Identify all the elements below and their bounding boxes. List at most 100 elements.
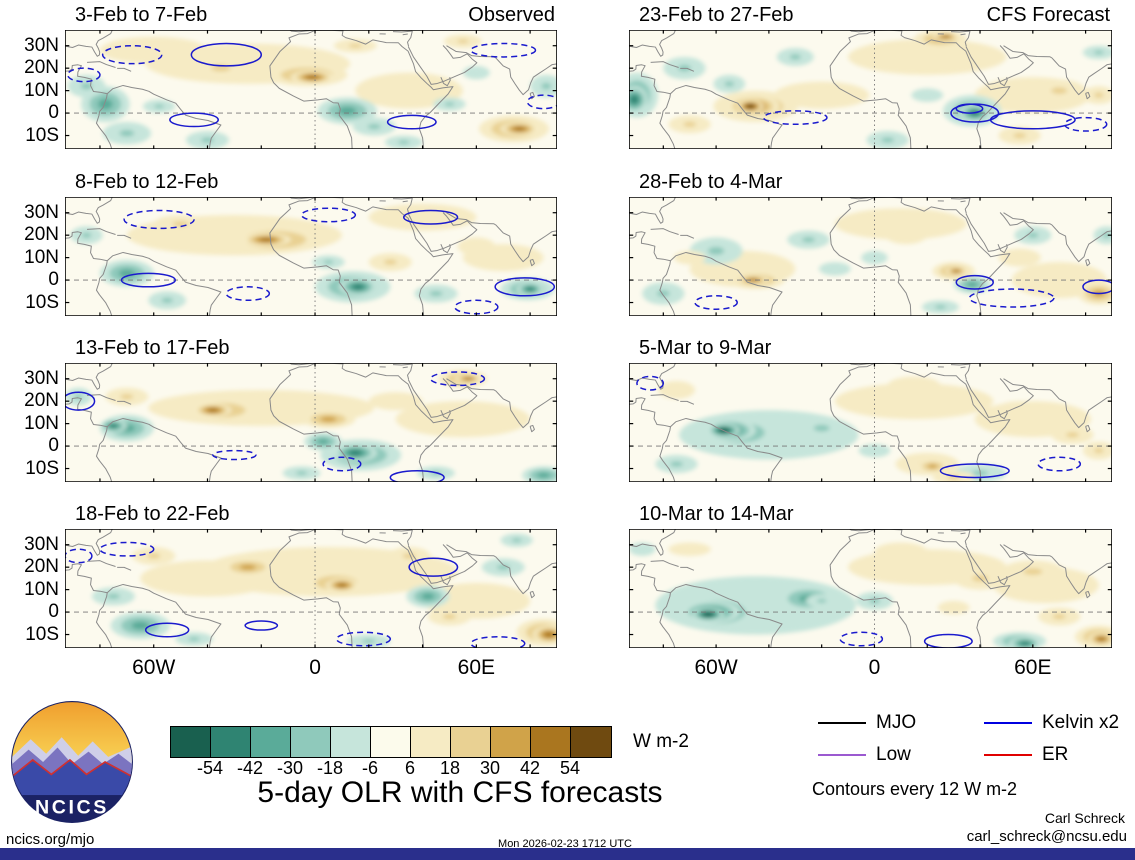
panel-tag: Observed	[468, 4, 555, 26]
legend-line-low	[818, 754, 866, 756]
map-svg-8	[629, 529, 1112, 648]
panel-title-5: 23-Feb to 27-Feb CFS Forecast	[629, 3, 1112, 27]
x-tick-label: 0	[309, 656, 321, 679]
panel-title-3: 13-Feb to 17-Feb	[65, 336, 557, 360]
y-tick-label: 0	[48, 269, 59, 291]
panel-title-6: 28-Feb to 4-Mar	[629, 170, 1112, 194]
y-tick-label: 0	[48, 435, 59, 457]
panel-date-range: 3-Feb to 7-Feb	[75, 4, 208, 26]
legend-label: Kelvin x2	[1042, 712, 1120, 733]
panel-title-2: 8-Feb to 12-Feb	[65, 170, 557, 194]
legend-line-er	[984, 754, 1032, 756]
colorbar-tick-label: 30	[479, 758, 501, 778]
colorbar-tick-label: 54	[559, 758, 581, 778]
colorbar-cell	[291, 727, 331, 757]
colorbar-tick-label: -18	[316, 758, 343, 778]
colorbar-cell	[451, 727, 491, 757]
y-tick-label: 10S	[25, 124, 59, 146]
map-panel-3	[65, 363, 557, 482]
colorbar-cell	[571, 727, 611, 757]
y-tick-label: 20N	[24, 390, 59, 412]
x-tick-label: 60E	[457, 656, 496, 679]
map-panel-5	[629, 30, 1112, 149]
colorbar-tick-label: 18	[439, 758, 461, 778]
map-panel-2	[65, 197, 557, 316]
y-tick-label: 10S	[25, 623, 59, 645]
legend-label: MJO	[876, 712, 917, 733]
map-svg-1	[65, 30, 557, 149]
ncics-logo-text: NCICS	[35, 797, 109, 819]
y-tick-label: 10S	[25, 457, 59, 479]
colorbar-tick-label: 6	[404, 758, 415, 778]
x-tick-label: 60W	[694, 656, 738, 679]
colorbar-cell	[331, 727, 371, 757]
colorbar-tick-label: -30	[276, 758, 303, 778]
legend-label: Low	[876, 744, 911, 765]
footer-timestamp: Mon 2026-02-23 1712 UTC	[498, 838, 632, 850]
y-tick-label: 20N	[24, 57, 59, 79]
figure-title: 5-day OLR with CFS forecasts	[257, 776, 663, 809]
map-panel-8	[629, 529, 1112, 648]
colorbar-unit-label: W m-2	[633, 731, 689, 752]
x-tick-label: 60E	[1014, 656, 1052, 679]
legend-label: ER	[1042, 744, 1069, 765]
y-tick-label: 30N	[24, 201, 59, 223]
credit-name: Carl Schreck	[1044, 810, 1125, 826]
colorbar-cell	[491, 727, 531, 757]
panel-date-range: 18-Feb to 22-Feb	[75, 503, 230, 525]
panel-date-range: 10-Mar to 14-Mar	[639, 503, 794, 525]
colorbar-cell	[371, 727, 411, 757]
map-svg-3	[65, 363, 557, 482]
x-tick-label: 60W	[132, 656, 176, 679]
panel-tag: CFS Forecast	[986, 4, 1110, 26]
colorbar-cell	[171, 727, 211, 757]
ncics-logo-icon: NCICS	[11, 701, 133, 823]
y-tick-label: 10N	[24, 79, 59, 101]
panel-date-range: 5-Mar to 9-Mar	[639, 337, 772, 359]
y-tick-label: 0	[48, 102, 59, 124]
colorbar-tick-label: -54	[196, 758, 223, 778]
y-tick-label: 10N	[24, 246, 59, 268]
map-panel-4	[65, 529, 557, 648]
y-tick-label: 10S	[25, 291, 59, 313]
panel-date-range: 23-Feb to 27-Feb	[639, 4, 794, 26]
ncics-logo: NCICS	[10, 700, 134, 824]
map-svg-4	[65, 529, 557, 648]
colorbar-tick-label: -6	[361, 758, 378, 778]
map-svg-2	[65, 197, 557, 316]
legend-line-mjo	[818, 722, 866, 724]
credit-email: carl_schreck@ncsu.edu	[966, 828, 1127, 845]
colorbar-tick-label: -42	[236, 758, 263, 778]
panel-title-7: 5-Mar to 9-Mar	[629, 336, 1112, 360]
footer-url[interactable]: ncics.org/mjo	[6, 831, 95, 848]
panel-date-range: 28-Feb to 4-Mar	[639, 171, 783, 193]
colorbar-cell	[251, 727, 291, 757]
panel-title-4: 18-Feb to 22-Feb	[65, 502, 557, 526]
y-tick-label: 10N	[24, 578, 59, 600]
y-tick-label: 20N	[24, 556, 59, 578]
y-tick-label: 30N	[24, 367, 59, 389]
map-panel-7	[629, 363, 1112, 482]
panel-date-range: 8-Feb to 12-Feb	[75, 171, 219, 193]
colorbar-cell	[411, 727, 451, 757]
panel-title-1: 3-Feb to 7-Feb Observed	[65, 3, 557, 27]
map-panel-6	[629, 197, 1112, 316]
x-tick-label: 0	[868, 656, 881, 679]
map-svg-6	[629, 197, 1112, 316]
colorbar-cell	[211, 727, 251, 757]
y-tick-label: 30N	[24, 533, 59, 555]
y-tick-label: 20N	[24, 224, 59, 246]
contour-note: Contours every 12 W m-2	[812, 779, 1018, 799]
y-tick-label: 10N	[24, 412, 59, 434]
map-panel-1	[65, 30, 557, 149]
colorbar	[170, 726, 612, 758]
colorbar-cell	[531, 727, 571, 757]
footer-bar	[0, 848, 1135, 860]
panel-title-8: 10-Mar to 14-Mar	[629, 502, 1112, 526]
map-svg-5	[629, 30, 1112, 149]
colorbar-tick-label: 42	[519, 758, 541, 778]
panel-date-range: 13-Feb to 17-Feb	[75, 337, 230, 359]
legend-line-kelvin-x2	[984, 722, 1032, 724]
y-tick-label: 0	[48, 601, 59, 623]
